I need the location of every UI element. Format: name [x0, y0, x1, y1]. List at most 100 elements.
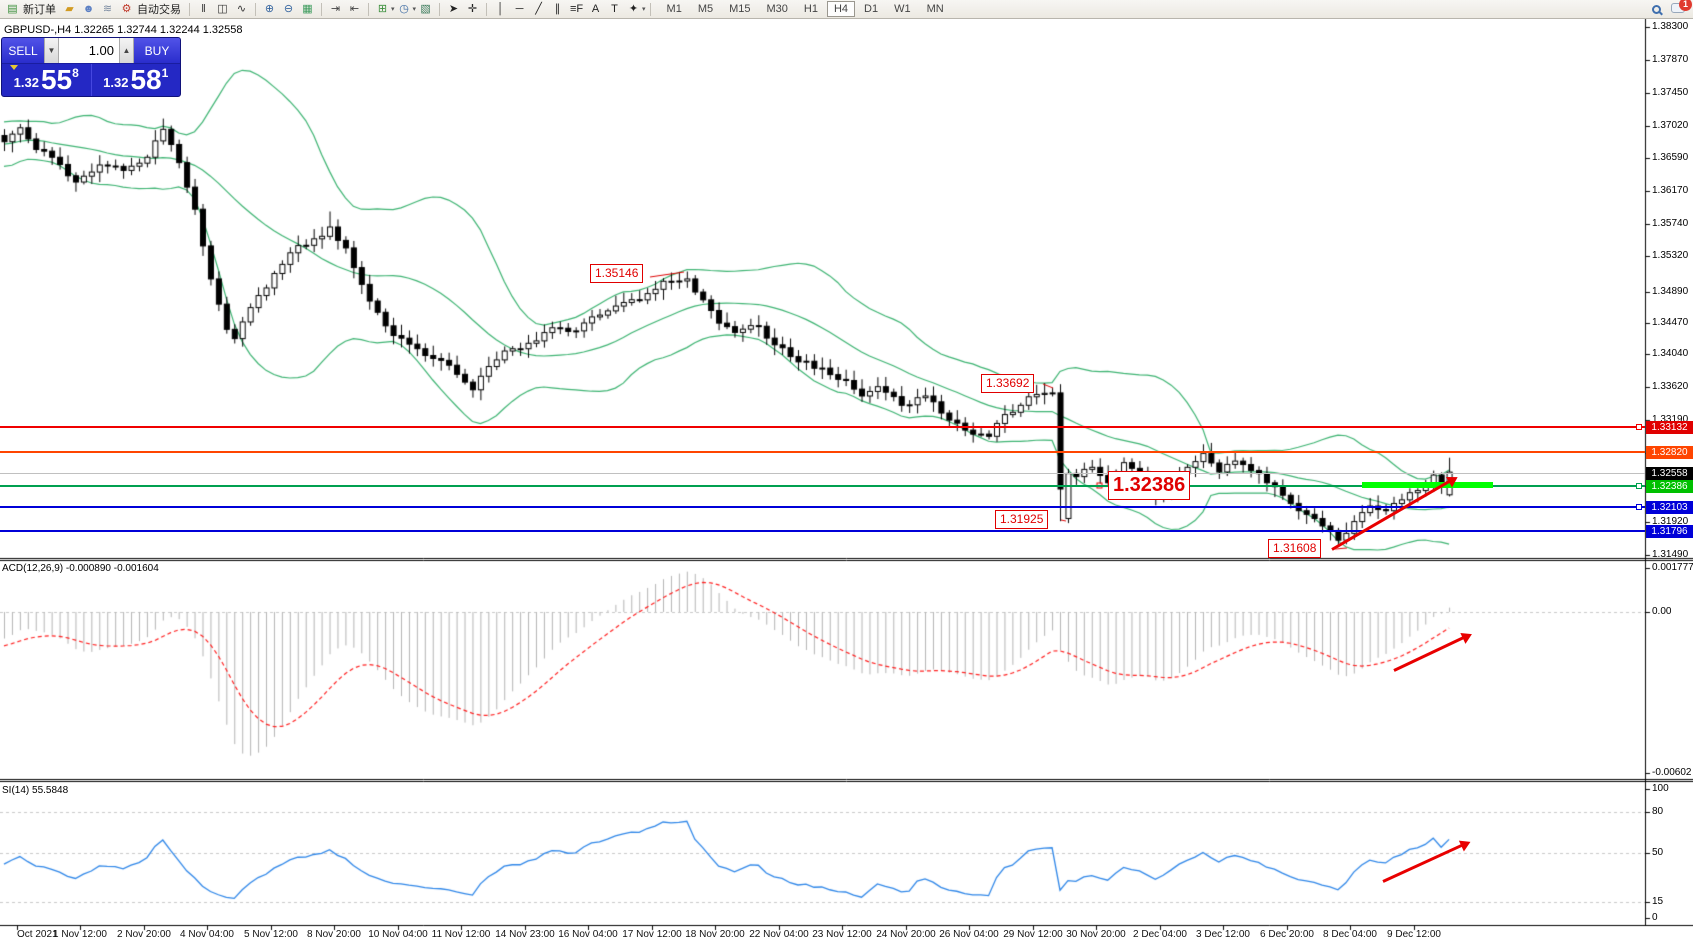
- new-order-icon[interactable]: ▤: [7, 3, 18, 15]
- timeframe-mn[interactable]: MN: [926, 3, 944, 15]
- price-axis-tick: 1.35740: [1652, 218, 1689, 229]
- periods-icon[interactable]: ◷: [399, 3, 409, 15]
- price-axis-tick: 1.37870: [1652, 54, 1689, 65]
- templates-icon[interactable]: ▧: [420, 3, 431, 15]
- buy-price-display[interactable]: 1.32 58 1: [92, 64, 181, 96]
- price-axis-tick: 1.33620: [1652, 381, 1689, 392]
- bar-chart-icon[interactable]: ǁ: [201, 3, 206, 15]
- horizontal-line-icon[interactable]: ─: [515, 3, 524, 15]
- hline-1.32558[interactable]: [0, 473, 1645, 474]
- buy-price-big: 58: [130, 64, 162, 95]
- price-axis-tick: 1.36170: [1652, 185, 1689, 196]
- price-tag-1.32386: 1.32386: [1646, 480, 1693, 493]
- toolbar-separator: [189, 2, 190, 16]
- volume-decrease-button[interactable]: ▼: [44, 38, 59, 63]
- time-axis-label: 26 Nov 04:00: [939, 929, 999, 940]
- time-axis-label: 29 Nov 12:00: [1003, 929, 1063, 940]
- volume-input[interactable]: [59, 38, 119, 63]
- buy-price-prefix: 1.32: [103, 75, 129, 90]
- timeframe-w1[interactable]: W1: [894, 3, 911, 15]
- time-axis-label: 16 Nov 04:00: [558, 929, 618, 940]
- one-click-trade-panel: SELL ▼ ▲ BUY 1.32 55 8 1.32 58 1: [1, 37, 181, 97]
- chart-title: GBPUSD-,H4 1.32265 1.32744 1.32244 1.325…: [4, 24, 243, 36]
- hline-marker-1.32103[interactable]: [1636, 504, 1642, 510]
- rsi-axis-tick: 15: [1652, 896, 1664, 907]
- hline-1.32820[interactable]: [0, 451, 1645, 453]
- toolbar-separator: [368, 2, 369, 16]
- timeframe-d1[interactable]: D1: [864, 3, 879, 15]
- timeframe-h4[interactable]: H4: [826, 1, 856, 17]
- price-callout-1.31925[interactable]: 1.31925: [995, 510, 1049, 529]
- autotrade-label[interactable]: 自动交易: [137, 4, 181, 16]
- timeframe-m15[interactable]: M15: [729, 3, 751, 15]
- price-callout-1.35146[interactable]: 1.35146: [590, 264, 644, 283]
- zoom-in-icon[interactable]: ⊕: [264, 3, 275, 15]
- price-callout-1.32386[interactable]: 1.32386: [1108, 471, 1191, 500]
- time-axis-label: 2 Dec 04:00: [1133, 929, 1187, 940]
- text-label-icon[interactable]: T: [611, 3, 618, 15]
- time-axis-label: 2 Nov 20:00: [117, 929, 171, 940]
- macd-axis-tick: 0.001777: [1652, 562, 1693, 573]
- sell-price-display[interactable]: 1.32 55 8: [2, 64, 92, 96]
- price-axis-tick: 1.33190: [1652, 414, 1689, 425]
- new-order-label[interactable]: 新订单: [23, 4, 56, 16]
- price-axis-tick: 1.34040: [1652, 348, 1689, 359]
- timeframe-h1[interactable]: H1: [803, 3, 818, 15]
- line-chart-icon[interactable]: ∿: [236, 3, 247, 15]
- cursor-icon[interactable]: ➤: [448, 3, 459, 15]
- timeframe-group: M1 M5 M15 M30 H1 H4 D1 W1 MN: [659, 1, 952, 17]
- hline-marker-1.32386[interactable]: [1636, 483, 1642, 489]
- hline-1.32103[interactable]: [0, 506, 1645, 508]
- time-axis-label: 8 Dec 04:00: [1323, 929, 1377, 940]
- rsi-axis-tick: 80: [1652, 806, 1664, 817]
- buy-price-pip: 1: [161, 66, 169, 80]
- notifications-icon[interactable]: 1: [1671, 0, 1692, 16]
- hline-1.31796[interactable]: [0, 530, 1645, 532]
- indicators-icon-dropdown[interactable]: ▾: [391, 6, 395, 13]
- time-axis-label: 30 Nov 20:00: [1066, 929, 1126, 940]
- toolbar-separator: [255, 2, 256, 16]
- text-icon[interactable]: A: [591, 3, 600, 15]
- channel-icon[interactable]: ∥: [554, 3, 561, 15]
- toolbar-separator: [486, 2, 488, 16]
- support-zone-segment[interactable]: [1362, 482, 1493, 488]
- buy-button[interactable]: BUY: [134, 38, 180, 63]
- sell-button[interactable]: SELL: [2, 38, 44, 63]
- search-icon[interactable]: [1652, 4, 1661, 14]
- volume-increase-button[interactable]: ▲: [119, 38, 134, 63]
- price-axis-tick: 1.34470: [1652, 317, 1689, 328]
- auto-scroll-icon[interactable]: ⇥: [330, 3, 341, 15]
- trendline-icon[interactable]: ╱: [535, 3, 542, 15]
- fibonacci-icon[interactable]: ≡F: [569, 3, 584, 15]
- timeframe-m5[interactable]: M5: [697, 3, 714, 15]
- signal-icon[interactable]: ≋: [102, 3, 113, 15]
- tile-windows-icon[interactable]: ▦: [302, 3, 313, 15]
- chart-plot-canvas[interactable]: [0, 19, 1693, 942]
- hline-1.32386[interactable]: [0, 485, 1645, 487]
- autotrade-icon[interactable]: ⚙: [121, 3, 132, 15]
- arrows-icon[interactable]: ✦: [628, 3, 639, 15]
- price-callout-1.31608[interactable]: 1.31608: [1268, 539, 1322, 558]
- hline-1.33132[interactable]: [0, 426, 1645, 428]
- timeframe-m30[interactable]: M30: [766, 3, 788, 15]
- gold-bar-icon[interactable]: ▰: [65, 3, 74, 15]
- indicators-icon[interactable]: ⊞: [377, 3, 388, 15]
- rsi-indicator-label: SI(14) 55.5848: [2, 785, 69, 796]
- zoom-out-icon[interactable]: ⊖: [283, 3, 294, 15]
- candlestick-icon[interactable]: ◫: [217, 3, 228, 15]
- time-axis-label: 10 Nov 04:00: [368, 929, 428, 940]
- periods-icon-dropdown[interactable]: ▾: [412, 6, 417, 13]
- timeframe-m1[interactable]: M1: [666, 3, 682, 15]
- price-tag-1.33132: 1.33132: [1646, 421, 1693, 434]
- arrows-icon-dropdown[interactable]: ▾: [642, 6, 646, 13]
- price-axis-tick: 1.31920: [1652, 516, 1689, 527]
- hline-marker-1.33132[interactable]: [1636, 424, 1642, 430]
- crosshair-icon[interactable]: ✛: [467, 3, 478, 15]
- profile-icon[interactable]: ☻: [82, 3, 95, 15]
- toolbar-separator: [649, 2, 651, 16]
- time-axis-label: 24 Nov 20:00: [876, 929, 936, 940]
- vertical-line-icon[interactable]: │: [497, 3, 504, 15]
- notification-badge: 1: [1679, 0, 1692, 11]
- price-callout-1.33692[interactable]: 1.33692: [981, 374, 1035, 393]
- chart-shift-icon[interactable]: ⇤: [349, 3, 360, 15]
